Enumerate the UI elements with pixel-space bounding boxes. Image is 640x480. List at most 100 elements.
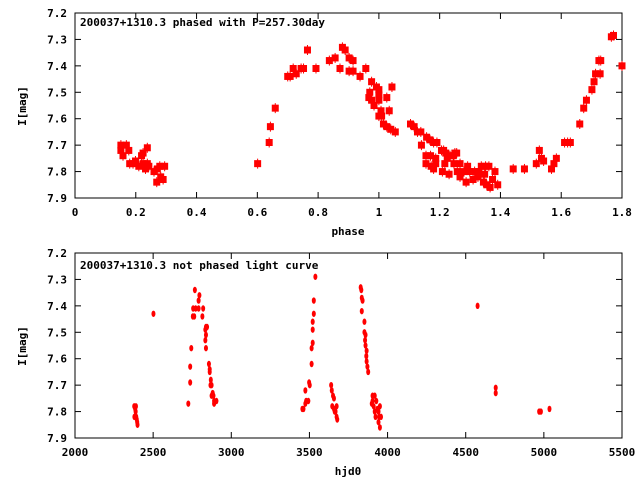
data-point bbox=[609, 31, 617, 39]
chart-title: 200037+1310.3 phased with P=257.30day bbox=[80, 16, 325, 29]
y-tick-label: 7.8 bbox=[47, 166, 67, 179]
data-point bbox=[203, 337, 208, 344]
data-point bbox=[349, 57, 357, 65]
data-point bbox=[406, 120, 414, 128]
data-point bbox=[135, 162, 143, 170]
data-point bbox=[373, 413, 378, 421]
data-point bbox=[161, 162, 169, 170]
x-tick-label: 2500 bbox=[140, 446, 167, 459]
data-point bbox=[441, 160, 449, 168]
data-point bbox=[131, 157, 139, 165]
data-point bbox=[266, 123, 274, 131]
x-tick-label: 5000 bbox=[531, 446, 558, 459]
data-point bbox=[135, 421, 140, 428]
data-point bbox=[552, 154, 560, 162]
data-point bbox=[133, 403, 138, 410]
x-tick-label: 0.4 bbox=[187, 206, 207, 219]
data-point bbox=[417, 128, 425, 136]
data-point bbox=[345, 67, 353, 75]
data-point bbox=[186, 400, 191, 407]
data-point bbox=[520, 165, 528, 173]
data-point bbox=[188, 379, 193, 386]
data-point bbox=[566, 139, 574, 146]
x-tick-label: 1.6 bbox=[551, 206, 571, 219]
data-point bbox=[197, 292, 202, 299]
data-point bbox=[363, 337, 368, 344]
data-point bbox=[375, 96, 383, 104]
data-point bbox=[442, 149, 450, 157]
data-point bbox=[156, 162, 164, 170]
data-point bbox=[271, 104, 279, 112]
data-point bbox=[332, 408, 337, 415]
data-point bbox=[532, 160, 540, 168]
data-point bbox=[422, 152, 430, 160]
x-tick-label: 0.2 bbox=[126, 206, 146, 219]
data-point bbox=[385, 107, 393, 115]
data-point bbox=[311, 310, 316, 317]
y-axis-label: I[mag] bbox=[16, 326, 29, 366]
unphased-light-curve-panel: 200037+1310.3 not phased light curve hjd… bbox=[16, 247, 635, 478]
data-point bbox=[597, 57, 605, 65]
data-point bbox=[329, 387, 334, 394]
data-point bbox=[491, 168, 499, 176]
data-point bbox=[159, 176, 167, 183]
data-point bbox=[369, 400, 374, 407]
data-point bbox=[189, 344, 194, 352]
chart-title: 200037+1310.3 not phased light curve bbox=[80, 259, 319, 272]
data-point bbox=[375, 86, 383, 94]
data-point bbox=[474, 173, 482, 181]
data-point bbox=[383, 123, 391, 131]
data-point bbox=[345, 54, 353, 62]
data-point bbox=[312, 65, 320, 72]
data-point bbox=[477, 162, 485, 170]
data-point bbox=[596, 70, 604, 78]
y-tick-label: 7.6 bbox=[47, 113, 67, 126]
data-point bbox=[117, 141, 125, 149]
data-point bbox=[377, 424, 382, 431]
data-point bbox=[493, 389, 498, 397]
y-tick-label: 7.7 bbox=[47, 139, 67, 152]
y-tick-label: 7.6 bbox=[47, 353, 67, 366]
y-tick-label: 7.9 bbox=[47, 192, 67, 205]
data-point bbox=[311, 297, 316, 304]
x-tick-label: 2000 bbox=[62, 446, 89, 459]
data-point bbox=[618, 62, 626, 70]
data-point bbox=[364, 352, 369, 360]
data-point bbox=[540, 157, 548, 165]
data-point bbox=[133, 408, 138, 415]
data-point bbox=[206, 360, 211, 368]
data-point bbox=[388, 83, 396, 91]
data-point bbox=[292, 70, 300, 78]
data-point bbox=[366, 368, 371, 376]
data-point bbox=[303, 46, 311, 54]
data-point bbox=[379, 413, 384, 421]
data-point bbox=[485, 162, 493, 170]
data-point bbox=[592, 70, 600, 78]
data-point bbox=[139, 149, 147, 157]
y-tick-label: 7.3 bbox=[47, 273, 67, 286]
data-point bbox=[214, 397, 219, 405]
data-point bbox=[203, 344, 208, 352]
data-point bbox=[203, 331, 208, 339]
data-point bbox=[309, 360, 314, 368]
x-tick-label: 0.6 bbox=[247, 206, 267, 219]
x-tick-label: 0.8 bbox=[308, 206, 328, 219]
data-point bbox=[325, 57, 333, 65]
data-point bbox=[538, 408, 543, 415]
x-tick-label: 4000 bbox=[374, 446, 401, 459]
data-point bbox=[535, 146, 543, 154]
plot-frame bbox=[74, 252, 623, 439]
data-point bbox=[310, 326, 315, 333]
data-point bbox=[432, 154, 440, 162]
data-point bbox=[359, 307, 364, 315]
data-point bbox=[122, 141, 130, 149]
data-point bbox=[456, 160, 464, 168]
data-point bbox=[422, 160, 430, 168]
data-point bbox=[456, 173, 464, 181]
data-point bbox=[364, 358, 369, 365]
data-point bbox=[309, 344, 314, 352]
x-tick-label: 4500 bbox=[452, 446, 479, 459]
data-point bbox=[588, 86, 596, 94]
data-point bbox=[188, 363, 193, 370]
data-point bbox=[430, 165, 438, 173]
